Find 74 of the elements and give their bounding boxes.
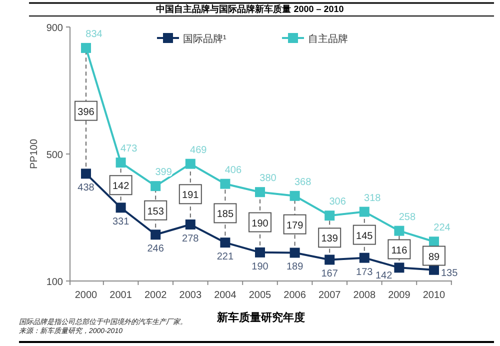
data-label: 135 <box>441 268 458 279</box>
data-label: 331 <box>112 216 130 228</box>
x-tick-label: 2001 <box>110 290 132 301</box>
data-label: 258 <box>398 212 416 223</box>
y-tick-label: 100 <box>46 277 64 288</box>
data-label: 278 <box>182 233 200 244</box>
point <box>290 190 300 201</box>
annotation: 191 <box>182 190 200 202</box>
point <box>255 247 265 258</box>
x-tick-label: 2002 <box>144 290 168 301</box>
y-axis-title: PP100 <box>29 138 40 170</box>
annotation: 116 <box>391 245 408 256</box>
point <box>359 206 370 217</box>
data-label: 399 <box>155 167 172 178</box>
data-label: 142 <box>376 270 393 282</box>
data-label: 190 <box>252 261 269 272</box>
annotation: 190 <box>252 218 269 230</box>
x-tick-label: 2003 <box>179 290 202 301</box>
annotation: 145 <box>356 230 374 242</box>
data-label: 318 <box>364 192 382 204</box>
annotation: 89 <box>428 252 440 263</box>
point <box>394 262 404 273</box>
legend-label: 国际品牌¹ <box>183 33 227 45</box>
annotation: 139 <box>321 234 338 245</box>
x-tick-label: 2009 <box>388 290 411 301</box>
data-label: 406 <box>224 164 242 176</box>
data-label: 306 <box>329 196 346 208</box>
data-label: 221 <box>216 252 234 263</box>
point <box>290 248 300 258</box>
data-label: 173 <box>356 266 374 278</box>
data-label: 224 <box>434 222 451 234</box>
point <box>220 178 230 189</box>
point <box>220 238 230 248</box>
point <box>394 226 404 236</box>
point <box>429 264 439 275</box>
x-tick-label: 2008 <box>353 290 376 301</box>
x-axis-title: 新车质量研究年度 <box>216 311 305 324</box>
data-label: 167 <box>321 268 338 280</box>
data-label: 246 <box>147 244 164 255</box>
chart-title: 中国自主品牌与国际品牌新车质量 2000 – 2010 <box>156 4 344 14</box>
point <box>116 202 126 213</box>
point <box>185 158 196 169</box>
x-tick-label: 2006 <box>284 290 306 301</box>
point <box>324 254 335 265</box>
point <box>150 230 161 240</box>
point <box>359 252 370 263</box>
annotation: 142 <box>112 181 130 192</box>
x-tick-label: 2004 <box>214 290 237 301</box>
annotation: 396 <box>78 106 95 118</box>
point <box>81 42 91 53</box>
x-tick-label: 2007 <box>318 290 342 301</box>
point <box>255 187 265 198</box>
data-label: 438 <box>78 182 95 194</box>
point <box>429 236 439 247</box>
annotation: 185 <box>216 209 234 220</box>
annotation: 179 <box>286 220 304 232</box>
data-label: 380 <box>260 173 277 184</box>
y-tick-label: 900 <box>46 23 64 34</box>
legend-label: 自主品牌 <box>308 33 348 45</box>
data-label: 473 <box>120 144 138 155</box>
x-tick-label: 2005 <box>248 290 272 301</box>
point <box>150 181 161 192</box>
data-label: 834 <box>86 28 103 40</box>
point <box>81 168 91 179</box>
data-label: 368 <box>294 176 312 188</box>
point <box>324 210 335 221</box>
annotation: 153 <box>147 206 164 218</box>
x-tick-label: 2010 <box>422 290 446 301</box>
point <box>185 219 196 230</box>
x-tick-label: 2000 <box>74 290 98 301</box>
data-label: 469 <box>190 144 208 156</box>
data-label: 189 <box>286 262 304 273</box>
y-tick-label: 500 <box>46 150 64 161</box>
point <box>116 158 126 168</box>
